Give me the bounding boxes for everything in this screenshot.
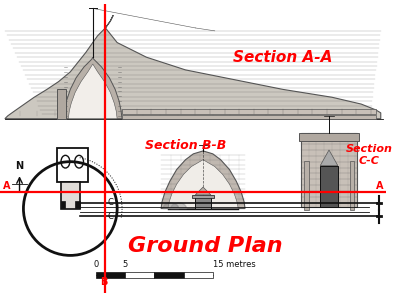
Bar xyxy=(184,272,213,278)
Text: C: C xyxy=(107,212,113,221)
Text: 15 metres: 15 metres xyxy=(213,260,256,269)
Text: A: A xyxy=(376,181,384,191)
Polygon shape xyxy=(320,150,338,166)
Polygon shape xyxy=(168,160,238,208)
Bar xyxy=(320,166,338,207)
Bar xyxy=(195,197,211,208)
Polygon shape xyxy=(163,203,179,208)
Polygon shape xyxy=(161,151,245,208)
Text: B: B xyxy=(100,277,107,287)
Text: 5: 5 xyxy=(122,260,128,269)
Text: N: N xyxy=(15,162,23,171)
Bar xyxy=(304,161,308,209)
Bar xyxy=(60,182,80,208)
Bar xyxy=(56,89,66,119)
Text: Ground Plan: Ground Plan xyxy=(128,236,282,256)
Polygon shape xyxy=(5,15,381,119)
Polygon shape xyxy=(195,187,211,195)
Bar xyxy=(350,161,354,209)
Polygon shape xyxy=(64,57,122,119)
Text: 0: 0 xyxy=(93,260,98,269)
Bar xyxy=(75,201,80,208)
Text: Section B-B: Section B-B xyxy=(145,139,226,151)
Bar xyxy=(56,148,88,182)
Bar xyxy=(125,272,154,278)
Text: Section A-A: Section A-A xyxy=(233,50,333,65)
Bar xyxy=(301,133,357,207)
Bar xyxy=(122,115,376,119)
Bar xyxy=(96,272,125,278)
Polygon shape xyxy=(171,203,186,208)
Bar xyxy=(154,272,184,278)
Text: Section
C-C: Section C-C xyxy=(346,144,393,166)
Bar xyxy=(122,109,376,114)
Bar xyxy=(192,195,214,198)
Bar xyxy=(299,133,359,141)
Bar xyxy=(60,201,66,208)
Polygon shape xyxy=(68,64,117,119)
Text: C: C xyxy=(107,198,113,207)
Text: A: A xyxy=(3,181,10,191)
